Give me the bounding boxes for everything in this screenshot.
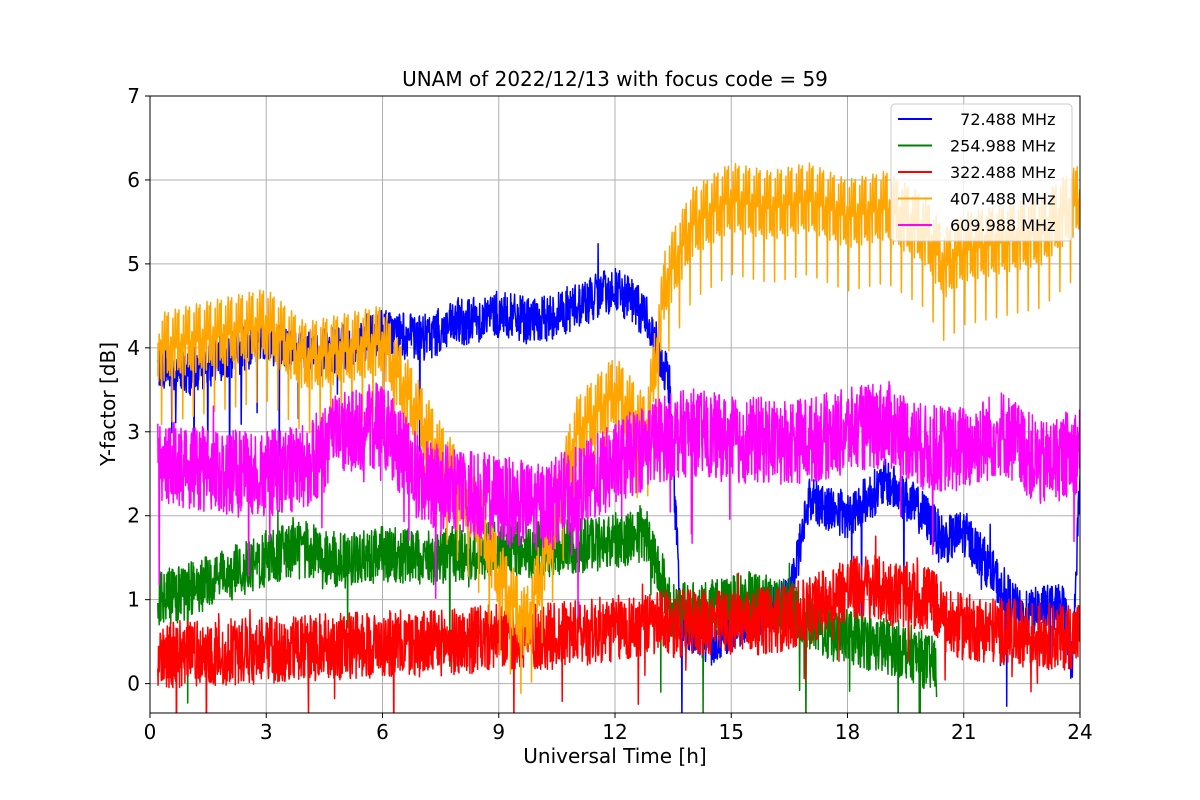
legend-label: 609.988 MHz xyxy=(950,216,1055,235)
legend: 72.488 MHz 254.988 MHz 322.488 MHz 407.488 … xyxy=(890,103,1073,242)
legend-label: 72.488 MHz xyxy=(950,110,1055,129)
y-tick-label: 0 xyxy=(127,672,140,696)
legend-label: 254.988 MHz xyxy=(950,137,1055,156)
y-tick-label: 7 xyxy=(127,84,140,108)
y-axis-label: Y-factor [dB] xyxy=(96,342,120,467)
y-tick-label: 2 xyxy=(127,504,140,528)
y-tick-label: 6 xyxy=(127,168,140,192)
x-tick-label: 15 xyxy=(719,720,744,744)
x-axis-label: Universal Time [h] xyxy=(523,744,706,768)
x-tick-label: 24 xyxy=(1067,720,1092,744)
y-tick-label: 1 xyxy=(127,588,140,612)
series-line xyxy=(157,535,1080,713)
y-tick-label: 5 xyxy=(127,252,140,276)
x-tick-label: 0 xyxy=(144,720,157,744)
chart-title: UNAM of 2022/12/13 with focus code = 59 xyxy=(402,67,828,91)
y-tick-label: 3 xyxy=(127,420,140,444)
x-tick-label: 12 xyxy=(602,720,627,744)
x-tick-label: 6 xyxy=(376,720,389,744)
y-tick-label: 4 xyxy=(127,336,140,360)
x-tick-label: 18 xyxy=(835,720,860,744)
x-tick-label: 3 xyxy=(260,720,273,744)
legend-label: 322.488 MHz xyxy=(950,163,1055,182)
legend-box xyxy=(890,103,1073,242)
series-line xyxy=(157,380,1080,617)
x-tick-label: 21 xyxy=(951,720,976,744)
legend-label: 407.488 MHz xyxy=(950,190,1055,209)
x-tick-label: 9 xyxy=(492,720,505,744)
